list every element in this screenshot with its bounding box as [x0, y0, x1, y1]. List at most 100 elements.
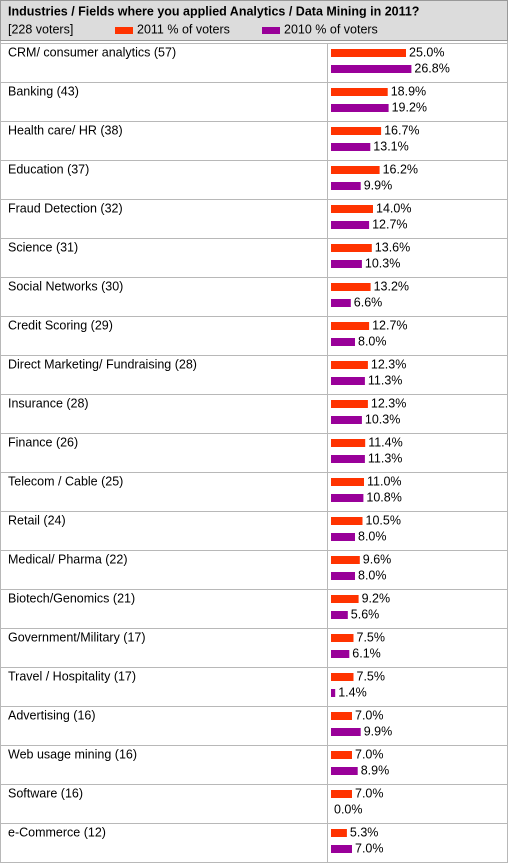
category-label: Advertising (16): [8, 708, 96, 722]
bar: [331, 595, 359, 603]
bar: [331, 634, 354, 642]
value-label: 10.3%: [365, 256, 400, 270]
value-label: 12.3%: [371, 357, 406, 371]
value-label: 26.8%: [414, 61, 449, 75]
value-label: 12.7%: [372, 217, 407, 231]
value-label: 6.6%: [354, 295, 383, 309]
category-label: Web usage mining (16): [8, 747, 137, 761]
legend-swatch: [262, 27, 280, 34]
category-label: Science (31): [8, 240, 78, 254]
value-label: 7.0%: [355, 708, 384, 722]
value-label: 9.2%: [362, 591, 391, 605]
bar: [331, 244, 372, 252]
value-label: 11.4%: [368, 435, 403, 449]
bar: [331, 166, 380, 174]
value-label: 9.9%: [364, 178, 393, 192]
category-label: Telecom / Cable (25): [8, 474, 123, 488]
category-label: Insurance (28): [8, 396, 89, 410]
value-label: 25.0%: [409, 45, 444, 59]
bar: [331, 104, 389, 112]
bar: [331, 439, 366, 447]
bar: [331, 377, 365, 385]
bar: [331, 127, 382, 135]
bar: [331, 205, 373, 213]
category-label: Banking (43): [8, 84, 79, 98]
value-label: 12.7%: [372, 318, 407, 332]
bar: [331, 673, 354, 681]
bar: [331, 712, 352, 720]
category-label: Direct Marketing/ Fundraising (28): [8, 357, 197, 371]
value-label: 10.5%: [366, 513, 401, 527]
category-label: CRM/ consumer analytics (57): [8, 45, 176, 59]
bar: [331, 767, 358, 775]
bar: [331, 260, 362, 268]
category-label: Medical/ Pharma (22): [8, 552, 128, 566]
bar: [331, 556, 360, 564]
bar: [331, 65, 412, 73]
value-label: 9.6%: [363, 552, 392, 566]
bar: [331, 845, 352, 853]
bar: [331, 88, 388, 96]
value-label: 13.1%: [373, 139, 408, 153]
value-label: 9.9%: [364, 724, 393, 738]
value-label: 12.3%: [371, 396, 406, 410]
category-label: Health care/ HR (38): [8, 123, 123, 137]
value-label: 10.8%: [366, 490, 401, 504]
bar: [331, 572, 355, 580]
value-label: 16.7%: [384, 123, 419, 137]
value-label: 7.0%: [355, 747, 384, 761]
value-label: 8.0%: [358, 568, 387, 582]
bar: [331, 322, 370, 330]
value-label: 6.1%: [352, 646, 381, 660]
bar: [331, 517, 363, 525]
header-bg: [0, 0, 508, 41]
category-label: Social Networks (30): [8, 279, 123, 293]
value-label: 13.6%: [375, 240, 410, 254]
bar: [331, 455, 365, 463]
category-label: Retail (24): [8, 513, 66, 527]
bar: [331, 790, 352, 798]
value-label: 8.0%: [358, 334, 387, 348]
bar: [331, 299, 351, 307]
category-label: e-Commerce (12): [8, 825, 106, 839]
category-label: Credit Scoring (29): [8, 318, 113, 332]
bar: [331, 338, 355, 346]
value-label: 7.5%: [357, 630, 386, 644]
value-label: 7.5%: [357, 669, 386, 683]
legend-swatch: [115, 27, 133, 34]
bar: [331, 182, 361, 190]
value-label: 10.3%: [365, 412, 400, 426]
value-label: 19.2%: [392, 100, 427, 114]
category-label: Travel / Hospitality (17): [8, 669, 136, 683]
category-label: Finance (26): [8, 435, 78, 449]
value-label: 11.0%: [367, 474, 402, 488]
bar: [331, 751, 352, 759]
bar: [331, 650, 350, 658]
value-label: 5.3%: [350, 825, 379, 839]
value-label: 1.4%: [338, 685, 367, 699]
subtitle: [228 voters]: [8, 22, 73, 36]
value-label: 11.3%: [368, 373, 403, 387]
legend-label: 2011 % of voters: [137, 22, 230, 36]
value-label: 11.3%: [368, 451, 403, 465]
value-label: 0.0%: [334, 802, 363, 816]
bar: [331, 49, 406, 57]
category-label: Biotech/Genomics (21): [8, 591, 135, 605]
value-label: 18.9%: [391, 84, 426, 98]
bar: [331, 829, 347, 837]
bar: [331, 611, 348, 619]
value-label: 5.6%: [351, 607, 380, 621]
bar: [331, 221, 370, 229]
value-label: 13.2%: [374, 279, 409, 293]
category-label: Education (37): [8, 162, 89, 176]
value-label: 16.2%: [383, 162, 418, 176]
chart-title: Industries / Fields where you applied An…: [8, 4, 419, 18]
legend-label: 2010 % of voters: [284, 22, 378, 36]
value-label: 14.0%: [376, 201, 411, 215]
category-label: Software (16): [8, 786, 83, 800]
bar: [331, 478, 364, 486]
bar: [331, 533, 355, 541]
value-label: 8.9%: [361, 763, 390, 777]
bar: [331, 494, 364, 502]
